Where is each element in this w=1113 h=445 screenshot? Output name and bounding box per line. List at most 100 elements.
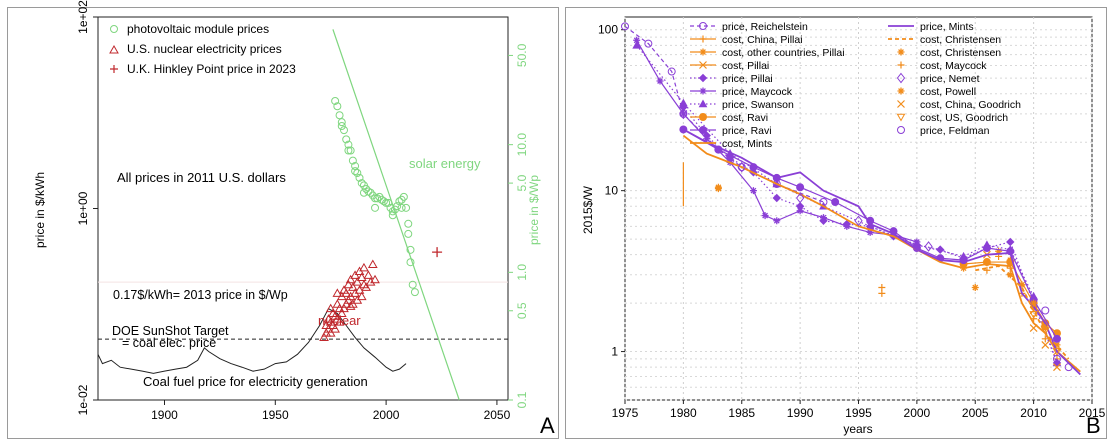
series-point [633,36,641,44]
pv-price-point [346,146,355,155]
legend-marker-sample [896,113,906,122]
series-point [679,108,688,120]
pv-price-point [337,118,346,127]
series-point [1041,340,1050,349]
pv-price-point [404,219,413,228]
nuclear-price-point [363,270,374,279]
nuclear-price-point [332,299,343,308]
panel-b-x-ticks: 1975 1980 1985 1990 1995 2000 2005 2010 2015 [612,400,1106,420]
panel-a-right-tick-label: 0.5 [515,302,529,319]
legend-entry-label: price, Pillai [722,73,773,85]
pv-price-point [344,146,353,155]
coal-annotation: Coal fuel price for electricity generati… [143,374,368,389]
panel-b-series [621,22,1081,376]
panel-a-x-tick-label: 1950 [262,408,289,422]
series-point [1029,324,1038,332]
series-line [975,265,1070,360]
legend-marker-sample [896,72,906,84]
panel-b-y-axis-label: 2015$/W [581,185,595,234]
series-point [621,22,629,31]
series-point [982,244,991,253]
series-point [656,77,664,85]
legend-marker-sample [699,87,707,95]
legend-plus-marker [110,65,118,73]
pv-price-point [393,202,402,211]
legend-circle-marker [110,25,118,33]
panel-a-y-tick-label: 1e+00 [76,191,90,225]
panel-a-right-tick-label: 50.0 [515,43,529,67]
pv-price-point [353,168,362,177]
panel-a-letter: A [540,413,555,438]
panel-b-chart: 2015$/W years 1975 1980 1985 1990 1995 2000 20… [581,16,1106,436]
panel-a-frame [7,7,559,439]
panel-a-x-tick-label: 2050 [484,408,511,422]
nuclear-price-point [352,277,363,286]
series-point [1053,363,1061,372]
series-point [772,193,781,203]
legend-marker-sample [699,48,707,56]
legend-nuclear-label: U.S. nuclear electricity prices [127,42,282,56]
pv-price-point [406,258,415,267]
series-point [703,135,711,143]
pv-price-point [388,211,397,220]
legend-marker-sample [699,113,707,121]
series-point [854,215,863,227]
legend-entry-label: price, Ravi [722,125,772,137]
panel-b-y-tick-label: 1 [611,345,618,359]
series-point [1052,334,1061,343]
panel-a-points [319,96,443,341]
series-point [749,187,757,195]
legend-entry-label: price, Mints [920,21,974,33]
series-point [995,247,1003,255]
coal-price-line [97,307,407,374]
legend-marker-sample [897,100,905,108]
panel-a-y-axis-label: price in $/kWh [33,172,47,248]
panel-b-x-tick-label: 1990 [787,406,814,420]
pv-price-point [373,194,382,203]
panel-b-x-tick-label: 2000 [904,406,931,420]
pv-price-point [408,280,417,289]
panel-a-right-axis-label: price in $/Wp [527,175,541,245]
legend-entry-label: cost, US, Goodrich [920,112,1008,124]
series-line [682,134,1081,373]
panel-b-x-tick-label: 2005 [962,406,989,420]
sunshot-annotation-line1: DOE SunShot Target [112,324,229,338]
series-point [714,185,722,193]
series-point [644,39,653,48]
hinkley-point-marker [432,247,443,258]
legend-marker-sample [897,48,905,56]
panel-a-right-tick-label: 0.1 [515,391,529,408]
pv-price-point [399,192,408,201]
series-point [843,222,851,230]
pv-price-point [382,198,391,207]
series-point [1040,327,1050,336]
series-point [1030,299,1038,307]
series-point [878,289,886,297]
legend-marker-sample [897,126,905,134]
nuclear-price-point [343,279,354,289]
nuclear-price-point [356,291,367,301]
nuclear-price-point [332,288,343,297]
legend-marker-sample [699,126,707,134]
pv-price-point [340,126,348,135]
panel-b-x-tick-label: 1985 [728,406,755,420]
panel-a-right-tick-label: 10.0 [515,133,529,157]
panel-a-chart: price in $/kWh price in $/Wp 1900 1950 200… [33,0,541,422]
nuclear-price-point [367,259,378,269]
panel-b-y-tick-label: 100 [598,23,618,37]
series-point [632,40,642,49]
legend-entry-label: cost, China, Pillai [722,34,803,46]
panel-a-y-tick-label: 1e+02 [76,0,90,34]
pv-price-point [357,179,366,188]
nuclear-price-point [334,317,345,326]
legend-marker-sample [897,61,905,69]
panel-b-letter: B [1086,413,1101,438]
legend-entry-label: cost, China, Goodrich [920,99,1021,111]
nuclear-price-point [348,282,358,291]
nuclear-price-point [341,288,352,297]
series-point [1064,363,1073,372]
pv-price-point [351,162,360,171]
nuclear-price-point [359,262,369,272]
